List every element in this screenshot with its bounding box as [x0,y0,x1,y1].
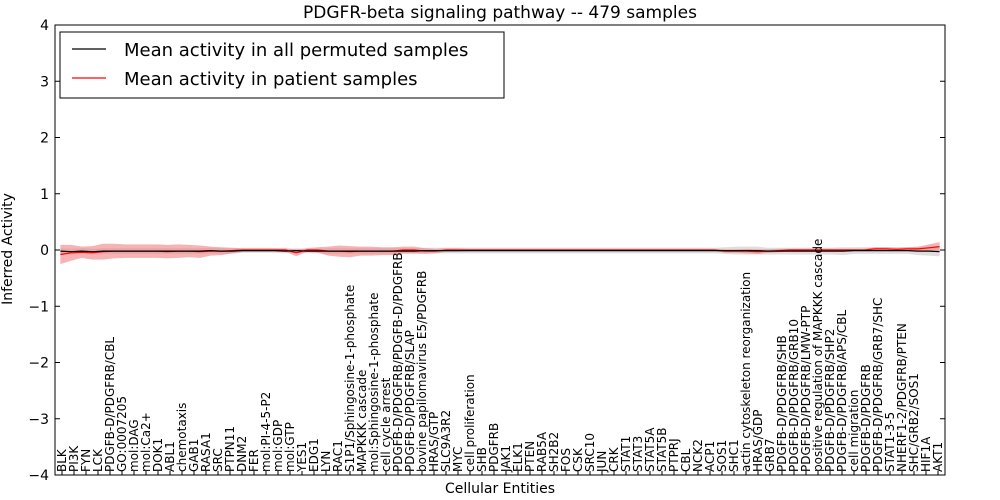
x-tick-label: positive regulation of MAPKKK cascade [811,239,825,472]
y-tick-label: −4 [28,468,49,484]
x-tick-label: mol:Sphingosine-1-phosphate [367,293,381,473]
x-tick-label: S1P1/Sphingosine-1-phosphate [343,285,357,472]
legend: Mean activity in all permuted samples Me… [59,31,505,99]
x-tick-label: DOK1 [151,438,165,472]
x-tick-label: SOS1 [715,440,729,472]
x-tick-label: BLK [55,448,69,472]
patient-spread-band [60,242,940,265]
x-tick-label: NCK2 [691,439,705,472]
x-tick-label: GRB7 [763,438,777,472]
x-tick-label: PDGFB-D/PDGFRB/SHP2 [823,329,837,472]
x-tick-label: STAT5A [643,427,657,472]
x-tick-label: JAK1 [499,445,513,473]
x-tick-label: STAT1-3-5 [883,412,897,472]
x-tick-label: ABL1 [163,441,177,472]
y-tick-label: 0 [40,243,49,259]
x-tick-label: PTEN [523,441,537,472]
x-tick-label: bovine papilomavirus E5/PDGFRB [415,271,429,472]
x-tick-label: DNM2 [235,436,249,472]
x-tick-label: STAT5B [655,428,669,473]
x-tick-label: SRC [211,448,225,472]
x-tick-label: CRK [607,446,621,472]
x-tick-label: ELK1 [511,442,525,472]
x-tick-label: FOS [559,448,573,472]
x-tick-label: PI3K [67,445,81,472]
x-tick-label: SRC10 [583,433,597,472]
x-tick-label: PDGFB-D/PDGFRB/SHB [775,335,789,472]
x-tick-label: FER [247,449,261,472]
x-tick-label: cell cycle arrest [379,377,393,472]
x-tick-label: MAPKKK cascade [355,370,369,472]
x-tick-label: PDGFRB [487,423,501,472]
x-tick-label: ACP1 [703,441,717,472]
x-tick-label: mol:DAG [127,419,141,472]
x-tick-label: cell migration [847,390,861,472]
x-tick-label: CSK [571,447,585,472]
x-tick-label: PDGFB-D/PDGFRB/GRB10 [787,319,801,472]
x-tick-label: mol:Ca2+ [139,412,153,472]
x-tick-label: AKT1 [931,442,945,472]
y-tick-label: −1 [28,299,49,315]
x-tick-label: SH2B2 [547,432,561,472]
x-tick-label: YES1 [295,442,309,473]
y-tick-label: 1 [40,187,49,203]
x-tick-label: PDGFB-D/PDGFRB/SLAP [403,330,417,472]
x-tick-label: PDGFB-D/PDGFRB/GRB7/SHC [871,298,885,472]
x-tick-label: STAT1 [619,436,633,472]
y-tick-label: 4 [40,18,49,34]
x-tick-label: HRAS/GTP [427,412,441,472]
x-tick-label: mol:GTP [283,422,297,472]
x-tick-label: SHB [475,447,489,472]
x-tick-label: LYN [319,451,333,472]
legend-box [59,31,505,99]
permuted-mean-line [60,249,940,253]
y-tick-label: −3 [28,412,49,428]
x-tick-label: FYN [79,449,93,472]
x-tick-label: mol:GDP [271,420,285,472]
x-tick-label: PDGFB-D/PDGFRB/LMW-PTP [799,306,813,472]
x-tick-label: GAB1 [187,439,201,472]
x-axis-label: Cellular Entities [445,481,555,497]
x-tick-label: PDGFB-D/PDGFRB/APS/CBL [835,309,849,472]
x-tick-label: chemotaxis [175,403,189,472]
x-tick-label: PDGFB-D/PDGFRB [859,364,873,472]
x-tick-label: NHERF1-2/PDGFRB/PTEN [895,323,909,472]
x-tick-label: MYC [451,447,465,472]
x-tick-label: mol:PI-4-5-P2 [259,392,273,472]
x-tick-label: RAB5A [535,431,549,472]
x-tick-label: STAT3 [631,436,645,472]
legend-label-patient: Mean activity in patient samples [124,69,418,90]
chart-title: PDGFR-beta signaling pathway -- 479 samp… [303,3,697,23]
x-tick-label: SHC/GRB2/SOS1 [907,373,921,472]
legend-label-permuted: Mean activity in all permuted samples [124,40,468,61]
x-tick-label: JUN [595,451,609,473]
x-tick-label: SHC1 [727,439,741,472]
y-tick-label: 3 [40,74,49,90]
x-tick-label: cell proliferation [463,374,477,472]
x-tick-label: actin cytoskeleton reorganization [739,272,753,472]
x-tick-label: RASA1 [199,432,213,472]
x-tick-label: HRAS/GDP [751,409,765,472]
x-tick-label: PDGFB-D/PDGFRB/CBL [103,337,117,472]
x-tick-label: RAC1 [331,440,345,472]
x-tick-label: PTPN11 [223,426,237,472]
x-tick-label: SLC9A3R2 [439,410,453,472]
x-tick-label: PDGFB-D/PDGFRB/PDGFB-D/PDGFRB [391,252,405,472]
y-axis-label: Inferred Activity [0,193,16,305]
y-tick-label: −2 [28,356,49,372]
x-tick-label: CBL [679,448,693,472]
y-tick-label: 2 [40,131,49,147]
x-tick-label: LCK [91,448,105,472]
x-tick-label: GO:0007205 [115,396,129,472]
x-tick-label: PTPRJ [667,438,681,472]
x-tick-label: HIF1A [919,436,933,472]
x-tick-label: EDG1 [307,438,321,472]
